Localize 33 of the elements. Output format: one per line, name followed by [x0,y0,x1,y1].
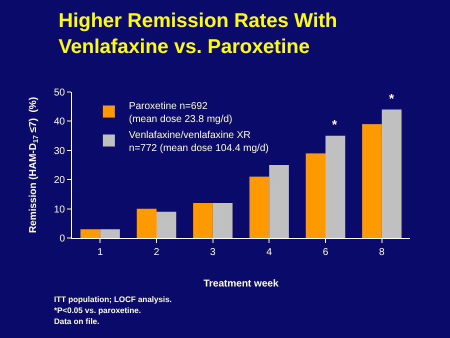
bar [362,124,382,238]
legend-label: Venlafaxine/venlafaxine XR n=772 (mean dose 104.4 mg/d) [128,130,269,154]
bar [136,208,156,238]
bar [269,165,289,238]
x-tick-label: 4 [266,247,272,258]
y-tick-label: 0 [59,234,66,244]
bar [326,136,346,238]
x-tick-label: 6 [322,247,329,258]
x-tick-label: 1 [97,247,104,258]
bar [80,229,100,238]
y-tick-label: 50 [54,88,66,98]
bar [382,110,402,238]
y-tick-label: 10 [54,204,66,216]
y-tick-label: 20 [54,175,66,186]
bar [156,212,176,238]
legend-label: Paroxetine n=692 (mean dose 23.8 mg/d) [128,100,232,125]
x-tick-label: 3 [210,247,216,258]
bar [306,153,326,238]
x-tick-label: 8 [379,247,386,258]
text: Data on file. [54,317,100,326]
annotation: * [389,91,395,106]
x-axis-title: Treatment week [203,278,279,290]
bar [212,202,233,238]
annotation: * [332,117,338,132]
x-tick-label: 2 [154,247,160,258]
y-tick-label: 40 [54,116,66,128]
text: *P<0.05 vs. paroxetine. [54,306,141,315]
chart-title: Higher Remission Rates With Venlafaxine vs. Paroxetine [58,10,338,58]
bar [100,229,120,238]
y-tick-label: 30 [54,146,66,157]
bar [249,176,270,238]
bar [193,202,213,238]
text: ITT population; LOCF analysis. [54,295,172,304]
